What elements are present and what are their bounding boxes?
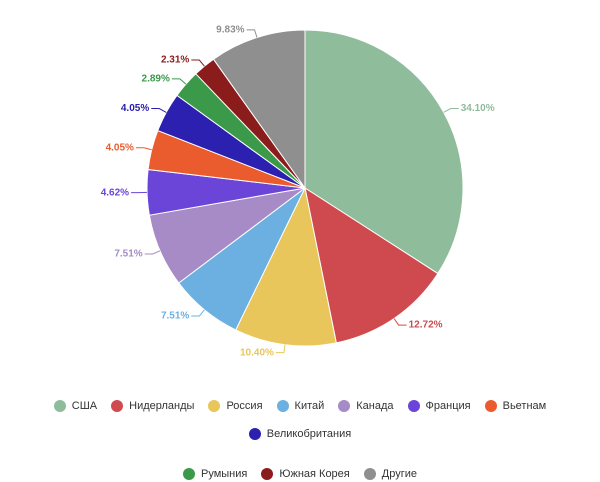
legend-item[interactable]: Румыния bbox=[183, 466, 247, 482]
page: 34.10% 12.72% 10.40% 7.51% 7.51% 4.62% 4.05% 4.… bbox=[0, 0, 600, 454]
legend-item[interactable]: США bbox=[54, 398, 97, 414]
leader-line bbox=[276, 345, 285, 353]
legend-label: Великобритания bbox=[267, 428, 351, 440]
legend-label: Канада bbox=[356, 400, 393, 412]
legend-swatch bbox=[338, 400, 350, 412]
data-label: 2.31% bbox=[161, 55, 189, 66]
leader-line bbox=[247, 30, 257, 38]
leader-line bbox=[136, 148, 152, 150]
legend-label: Южная Корея bbox=[279, 468, 349, 480]
data-label: 7.51% bbox=[114, 249, 142, 260]
legend-label: Китай bbox=[295, 400, 325, 412]
legend-item[interactable]: Южная Корея bbox=[261, 466, 349, 482]
legend-item[interactable]: Канада bbox=[338, 398, 393, 414]
legend-label: Румыния bbox=[201, 468, 247, 480]
legend-swatch bbox=[208, 400, 220, 412]
legend-swatch bbox=[277, 400, 289, 412]
legend-swatch bbox=[364, 468, 376, 480]
legend-swatch bbox=[111, 400, 123, 412]
data-label: 34.10% bbox=[461, 103, 495, 114]
legend-swatch bbox=[249, 428, 261, 440]
legend-swatch bbox=[485, 400, 497, 412]
chart: 34.10% 12.72% 10.40% 7.51% 7.51% 4.62% 4.05% 4.… bbox=[0, 0, 600, 390]
legend-item[interactable]: Россия bbox=[208, 398, 262, 414]
legend-item[interactable]: Великобритания bbox=[249, 426, 351, 442]
legend-swatch bbox=[54, 400, 66, 412]
leader-line bbox=[145, 251, 160, 254]
data-label: 2.89% bbox=[142, 74, 170, 85]
data-label: 4.05% bbox=[121, 103, 149, 114]
leader-line bbox=[191, 60, 204, 66]
data-label: 7.51% bbox=[161, 311, 189, 322]
legend-label: Другие bbox=[382, 468, 417, 480]
data-label: 10.40% bbox=[240, 347, 274, 358]
legend-item[interactable]: Нидерланды bbox=[111, 398, 194, 414]
legend-swatch bbox=[261, 468, 273, 480]
legend-label: Вьетнам bbox=[503, 400, 547, 412]
legend-item[interactable]: Другие bbox=[364, 466, 417, 482]
data-label: 4.62% bbox=[101, 187, 129, 198]
legend-item[interactable]: Франция bbox=[408, 398, 471, 414]
leader-line bbox=[151, 109, 166, 113]
legend-label: США bbox=[72, 400, 97, 412]
leader-line bbox=[394, 318, 407, 325]
legend-label: Франция bbox=[426, 400, 471, 412]
legend-swatch bbox=[183, 468, 195, 480]
legend: США Нидерланды Россия Китай Канада Франция Вье… bbox=[0, 398, 600, 482]
legend-item[interactable]: Вьетнам bbox=[485, 398, 547, 414]
legend-label: Россия bbox=[226, 400, 262, 412]
legend-label: Нидерланды bbox=[129, 400, 194, 412]
leader-line bbox=[444, 109, 459, 113]
data-label: 4.05% bbox=[106, 142, 134, 153]
leader-line bbox=[172, 79, 186, 84]
data-label: 9.83% bbox=[216, 24, 244, 35]
leader-line bbox=[191, 310, 204, 316]
legend-swatch bbox=[408, 400, 420, 412]
legend-item[interactable]: Китай bbox=[277, 398, 325, 414]
data-label: 12.72% bbox=[409, 320, 443, 331]
